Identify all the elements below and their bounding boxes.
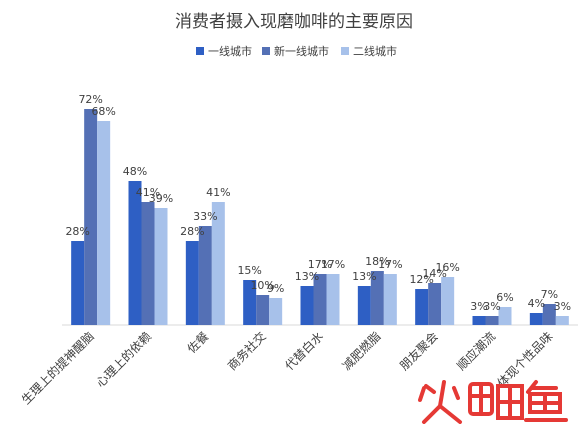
category-label: 减肥燃脂 xyxy=(339,329,384,374)
bar xyxy=(185,241,199,325)
data-label: 28% xyxy=(65,225,89,238)
data-label: 3% xyxy=(470,300,487,313)
data-label: 13% xyxy=(352,270,376,283)
data-label: 41% xyxy=(206,186,230,199)
bar xyxy=(154,208,168,325)
legend-label: 一线城市 xyxy=(208,44,252,58)
bar xyxy=(128,181,142,325)
bar xyxy=(357,286,371,325)
bars xyxy=(71,109,569,325)
bar xyxy=(211,202,225,325)
bar xyxy=(313,274,327,325)
data-label: 3% xyxy=(483,300,500,313)
data-label: 17% xyxy=(308,258,332,271)
bar xyxy=(256,295,270,325)
bar xyxy=(71,241,85,325)
category-label: 代替白水 xyxy=(282,329,327,374)
bar xyxy=(326,274,340,325)
legend-label: 二线城市 xyxy=(353,44,397,58)
data-label: 9% xyxy=(267,282,284,295)
data-label: 41% xyxy=(136,186,160,199)
category-label: 体现个性品味 xyxy=(495,329,556,390)
bar xyxy=(141,202,155,325)
data-label: 6% xyxy=(496,291,513,304)
category-label: 佐餐 xyxy=(184,329,212,357)
data-label: 7% xyxy=(541,288,558,301)
bar xyxy=(428,283,442,325)
data-label: 17% xyxy=(378,258,402,271)
legend-swatch xyxy=(196,47,204,55)
bar xyxy=(529,313,543,325)
bar xyxy=(243,280,257,325)
data-labels: 28%72%68%48%41%39%28%33%41%15%10%9%13%17… xyxy=(65,93,571,313)
bar xyxy=(84,109,98,325)
bar xyxy=(97,121,111,325)
bar xyxy=(383,274,397,325)
bar xyxy=(542,304,556,325)
bar xyxy=(198,226,212,325)
data-label: 39% xyxy=(149,192,173,205)
data-label: 33% xyxy=(193,210,217,223)
bar xyxy=(300,286,314,325)
data-label: 16% xyxy=(435,261,459,274)
bar xyxy=(441,277,455,325)
data-label: 14% xyxy=(422,267,446,280)
data-label: 48% xyxy=(123,165,147,178)
category-label: 朋友聚会 xyxy=(397,329,441,373)
bar xyxy=(555,316,569,325)
data-label: 18% xyxy=(365,255,389,268)
data-label: 17% xyxy=(321,258,345,271)
chart-title: 消费者摄入现磨咖啡的主要原因 xyxy=(175,12,413,32)
category-label: 生理上的提神醒脑 xyxy=(18,329,96,407)
bar xyxy=(498,307,512,325)
data-label: 13% xyxy=(295,270,319,283)
data-label: 68% xyxy=(91,105,115,118)
data-label: 28% xyxy=(180,225,204,238)
data-label: 10% xyxy=(250,279,274,292)
data-label: 3% xyxy=(554,300,571,313)
bar xyxy=(415,289,429,325)
legend: 一线城市 新一线城市 二线城市 xyxy=(196,44,397,58)
category-label: 心理上的依赖 xyxy=(93,329,155,391)
watermark-logo xyxy=(418,380,568,424)
data-label: 4% xyxy=(528,297,545,310)
legend-swatch xyxy=(341,47,349,55)
category-label: 商务社交 xyxy=(224,329,269,374)
data-label: 12% xyxy=(409,273,433,286)
bar xyxy=(269,298,283,325)
legend-label: 新一线城市 xyxy=(274,44,329,58)
category-label: 顺应潮流 xyxy=(454,329,499,374)
bar xyxy=(370,271,384,325)
data-label: 72% xyxy=(78,93,102,106)
bar xyxy=(472,316,486,325)
legend-swatch xyxy=(262,47,270,55)
bar xyxy=(485,316,499,325)
data-label: 15% xyxy=(237,264,261,277)
